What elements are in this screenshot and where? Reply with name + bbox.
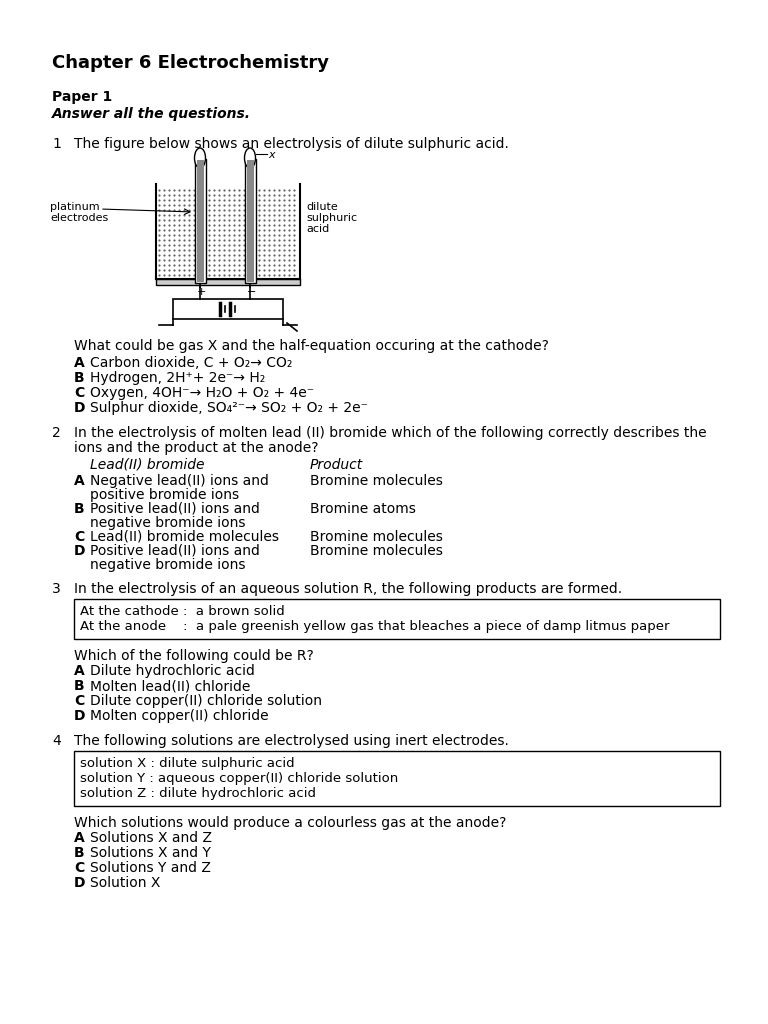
Text: Solutions Y and Z: Solutions Y and Z <box>90 861 211 874</box>
Text: Which solutions would produce a colourless gas at the anode?: Which solutions would produce a colourle… <box>74 816 506 830</box>
Bar <box>74 751 720 806</box>
Text: Which of the following could be R?: Which of the following could be R? <box>74 649 314 663</box>
Text: C: C <box>74 861 84 874</box>
Text: The following solutions are electrolysed using inert electrodes.: The following solutions are electrolysed… <box>74 734 509 748</box>
Text: platinum: platinum <box>50 202 100 212</box>
Text: +: + <box>197 287 207 297</box>
Text: Carbon dioxide, C + O₂→ CO₂: Carbon dioxide, C + O₂→ CO₂ <box>90 356 293 370</box>
Text: Solutions X and Z: Solutions X and Z <box>90 831 212 845</box>
Text: C: C <box>74 386 84 400</box>
Text: Solution X: Solution X <box>90 876 161 890</box>
Text: Dilute copper(II) chloride solution: Dilute copper(II) chloride solution <box>90 694 322 708</box>
Text: Paper 1: Paper 1 <box>52 90 112 104</box>
Text: B: B <box>74 679 84 693</box>
Text: positive bromide ions: positive bromide ions <box>90 488 239 502</box>
Text: Lead(II) bromide molecules: Lead(II) bromide molecules <box>90 530 279 544</box>
Text: Hydrogen, 2H⁺+ 2e⁻→ H₂: Hydrogen, 2H⁺+ 2e⁻→ H₂ <box>90 371 265 385</box>
Bar <box>195 159 206 283</box>
Text: 3: 3 <box>52 582 61 596</box>
Text: x: x <box>268 150 275 160</box>
Ellipse shape <box>244 148 256 168</box>
Text: D: D <box>74 709 85 723</box>
Text: At the anode    :  a pale greenish yellow gas that bleaches a piece of damp litm: At the anode : a pale greenish yellow ga… <box>80 620 670 633</box>
Text: 1: 1 <box>52 137 61 151</box>
Text: Negative lead(II) ions and: Negative lead(II) ions and <box>90 474 269 488</box>
Text: Bromine molecules: Bromine molecules <box>310 530 443 544</box>
Text: A: A <box>74 831 84 845</box>
Text: Positive lead(II) ions and: Positive lead(II) ions and <box>90 544 260 558</box>
Text: sulphuric: sulphuric <box>306 213 357 223</box>
Text: C: C <box>74 530 84 544</box>
Text: −: − <box>247 287 257 297</box>
Text: Lead(II) bromide: Lead(II) bromide <box>90 458 204 472</box>
Text: Bromine molecules: Bromine molecules <box>310 544 443 558</box>
Bar <box>74 599 720 639</box>
Text: 2: 2 <box>52 426 61 440</box>
Text: Sulphur dioxide, SO₄²⁻→ SO₂ + O₂ + 2e⁻: Sulphur dioxide, SO₄²⁻→ SO₂ + O₂ + 2e⁻ <box>90 401 368 415</box>
Text: In the electrolysis of molten lead (II) bromide which of the following correctly: In the electrolysis of molten lead (II) … <box>74 426 707 440</box>
Text: solution X : dilute sulphuric acid: solution X : dilute sulphuric acid <box>80 757 295 770</box>
Text: Positive lead(II) ions and: Positive lead(II) ions and <box>90 502 260 516</box>
Text: solution Y : aqueous copper(II) chloride solution: solution Y : aqueous copper(II) chloride… <box>80 772 399 785</box>
Text: Solutions X and Y: Solutions X and Y <box>90 846 211 860</box>
Text: Bromine atoms: Bromine atoms <box>310 502 416 516</box>
Text: acid: acid <box>306 224 329 234</box>
Text: A: A <box>74 474 84 488</box>
Text: In the electrolysis of an aqueous solution R, the following products are formed.: In the electrolysis of an aqueous soluti… <box>74 582 622 596</box>
Ellipse shape <box>194 148 206 168</box>
Text: Bromine molecules: Bromine molecules <box>310 474 443 488</box>
Bar <box>197 160 204 282</box>
Text: Molten lead(II) chloride: Molten lead(II) chloride <box>90 679 250 693</box>
Text: electrodes: electrodes <box>50 213 108 223</box>
Bar <box>245 159 256 283</box>
Text: B: B <box>74 371 84 385</box>
Text: What could be gas X and the half-equation occuring at the cathode?: What could be gas X and the half-equatio… <box>74 339 549 353</box>
Text: At the cathode :  a brown solid: At the cathode : a brown solid <box>80 605 285 618</box>
Text: Product: Product <box>310 458 363 472</box>
Text: D: D <box>74 544 85 558</box>
Text: B: B <box>74 502 84 516</box>
Text: A: A <box>74 664 84 678</box>
Text: Chapter 6 Electrochemistry: Chapter 6 Electrochemistry <box>52 54 329 72</box>
Text: negative bromide ions: negative bromide ions <box>90 516 246 530</box>
Text: A: A <box>74 356 84 370</box>
Text: Answer all the questions.: Answer all the questions. <box>52 106 251 121</box>
Text: D: D <box>74 876 85 890</box>
Text: B: B <box>74 846 84 860</box>
Text: Molten copper(II) chloride: Molten copper(II) chloride <box>90 709 269 723</box>
Text: Dilute hydrochloric acid: Dilute hydrochloric acid <box>90 664 255 678</box>
Text: ions and the product at the anode?: ions and the product at the anode? <box>74 441 319 455</box>
Text: Oxygen, 4OH⁻→ H₂O + O₂ + 4e⁻: Oxygen, 4OH⁻→ H₂O + O₂ + 4e⁻ <box>90 386 314 400</box>
Bar <box>247 160 254 282</box>
Text: D: D <box>74 401 85 415</box>
Bar <box>173 299 283 319</box>
Text: C: C <box>74 694 84 708</box>
Text: solution Z : dilute hydrochloric acid: solution Z : dilute hydrochloric acid <box>80 787 316 800</box>
Text: 4: 4 <box>52 734 61 748</box>
Text: negative bromide ions: negative bromide ions <box>90 558 246 572</box>
Text: The figure below shows an electrolysis of dilute sulphuric acid.: The figure below shows an electrolysis o… <box>74 137 509 151</box>
Bar <box>156 279 300 285</box>
Text: dilute: dilute <box>306 202 338 212</box>
